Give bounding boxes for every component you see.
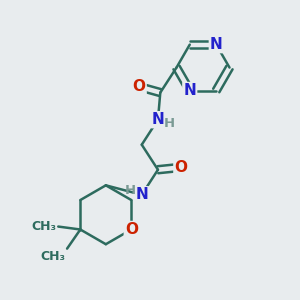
Text: CH₃: CH₃ (40, 250, 66, 263)
Text: N: N (152, 112, 164, 127)
Text: N: N (210, 37, 223, 52)
Text: CH₃: CH₃ (32, 220, 57, 233)
Text: N: N (183, 83, 196, 98)
Text: N: N (135, 187, 148, 202)
Text: H: H (125, 184, 136, 197)
Text: H: H (164, 117, 175, 130)
Text: O: O (174, 160, 188, 175)
Text: O: O (125, 222, 138, 237)
Text: O: O (133, 79, 146, 94)
